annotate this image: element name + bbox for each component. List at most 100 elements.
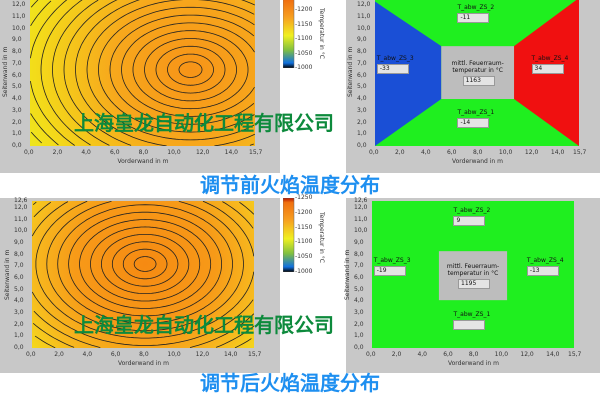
x-tick-label: 6,0 — [443, 351, 453, 358]
x-tick-label: 12,0 — [195, 351, 210, 358]
colorbar-tick: -1200 — [295, 208, 313, 216]
y-tick-label: 8,0 — [14, 250, 24, 258]
y-tick-label: 12,0 — [14, 204, 28, 211]
x-tick-label: 4,0 — [81, 149, 91, 156]
y-tick-label: 6,0 — [357, 71, 367, 79]
x-tick-label: 15,7 — [249, 149, 263, 156]
contour-line — [132, 30, 249, 110]
x-tick-label: 10,0 — [498, 149, 513, 156]
contour-line — [40, 0, 91, 146]
colorbar-tick: -1000 — [295, 268, 313, 275]
contour-line — [178, 61, 203, 78]
contour-line — [98, 6, 255, 133]
colorbar-tick: -1200 — [295, 6, 313, 14]
x-tick-label: 4,0 — [82, 351, 93, 358]
zone-value-field: -13 — [526, 266, 559, 277]
contour-line — [101, 234, 190, 294]
center-value-field: 1195 — [458, 278, 490, 289]
zone-label: T_abw_ZS_3 — [373, 257, 411, 265]
y-tick-label: 11,0 — [354, 215, 368, 223]
y-tick-label: 2,0 — [12, 118, 22, 126]
x-tick-label: 14,0 — [550, 149, 565, 156]
contour-line — [57, 204, 233, 324]
x-axis-label: Vorderwand in m — [117, 158, 169, 165]
y-tick-label: 4,0 — [12, 95, 22, 103]
zone-label: T_abw_ZS_3 — [376, 54, 414, 62]
x-axis-label: Vorderwand in m — [118, 360, 169, 367]
x-tick-label: 8,0 — [139, 351, 149, 358]
colorbar-tick: -1150 — [295, 20, 313, 28]
zone-value-field: -33 — [376, 63, 409, 74]
y-tick-label: 11,0 — [357, 12, 371, 20]
y-tick-label: 1,0 — [357, 130, 367, 138]
y-axis-label: Seitenwand in m — [4, 249, 11, 300]
y-tick-label: 12,0 — [354, 204, 368, 211]
contour-line — [68, 211, 222, 317]
y-tick-label: 9,0 — [357, 36, 367, 44]
zone-label: T_abw_ZS_2 — [457, 4, 495, 12]
y-tick-label: 7,0 — [354, 262, 364, 270]
contour-line — [111, 241, 179, 287]
x-tick-label: 2,0 — [391, 351, 402, 358]
zone-label: T_abw_ZS_4 — [526, 257, 564, 265]
x-tick-label: 0,0 — [369, 149, 379, 156]
y-tick-label: 11,0 — [14, 215, 28, 223]
x-tick-label: 8,0 — [138, 149, 149, 156]
x-tick-label: 15,7 — [568, 351, 582, 358]
contour-line — [52, 0, 110, 146]
y-tick-label: 12,0 — [357, 1, 371, 9]
x-tick-label: 0,0 — [366, 351, 376, 358]
x-tick-label: 14,0 — [546, 351, 560, 358]
contour-line — [75, 0, 255, 146]
y-tick-label: 4,0 — [354, 297, 364, 305]
y-tick-label: 1,0 — [354, 332, 364, 340]
y-tick-label: 2,0 — [14, 320, 24, 328]
x-tick-label: 6,0 — [110, 351, 121, 358]
x-tick-label: 15,7 — [573, 149, 587, 156]
y-tick-label: 6,0 — [12, 71, 22, 79]
y-tick-label: 8,0 — [354, 250, 364, 258]
y-tick-label: 5,0 — [14, 285, 24, 293]
zone-label: T_abw_ZS_1 — [453, 311, 491, 318]
y-tick-label: 4,0 — [14, 297, 24, 305]
y-tick-label: 2,0 — [357, 118, 367, 126]
y-tick-label: 10,0 — [14, 227, 28, 235]
contour-line — [144, 38, 237, 102]
center-value-field: 1163 — [462, 75, 495, 86]
after-contour-plot — [32, 201, 254, 348]
y-tick-label: 8,0 — [357, 48, 367, 56]
y-tick-label: 4,0 — [357, 95, 367, 103]
zone-label: T_abw_ZS_1 — [457, 108, 495, 116]
after-contour-colorbar — [283, 198, 295, 272]
colorbar-tick: -1250 — [295, 194, 313, 201]
x-tick-label: 15,7 — [248, 351, 262, 358]
y-tick-label: 1,0 — [12, 130, 22, 138]
contour-line — [34, 335, 252, 348]
x-tick-label: 12,0 — [520, 351, 534, 358]
title-after: 调节后火焰温度分布 — [200, 371, 380, 395]
y-tick-label: 2,0 — [354, 320, 364, 328]
y-tick-label: 11,0 — [12, 12, 26, 20]
contour-line — [46, 201, 244, 332]
y-axis-label: Seitenwand in m — [344, 249, 351, 300]
y-tick-label: 3,0 — [354, 309, 364, 316]
before-contour-colorbar — [283, 0, 295, 68]
x-tick-label: 10,0 — [167, 149, 181, 156]
y-tick-label: 7,0 — [357, 59, 367, 67]
center-label: mittl. Feuerraum-temperatur in °C — [451, 59, 504, 74]
x-tick-label: 12,0 — [195, 149, 210, 156]
x-axis-label: Vorderwand in m — [452, 158, 503, 165]
contour-line — [63, 0, 254, 146]
colorbar-tick: -1100 — [295, 238, 313, 246]
contour-line — [122, 248, 168, 280]
title-before: 调节前火焰温度分布 — [200, 173, 380, 197]
y-tick-label: 5,0 — [357, 83, 367, 91]
y-tick-label: 3,0 — [12, 106, 22, 114]
colorbar-tick: -1150 — [295, 223, 313, 231]
zone-value-field: 34 — [531, 63, 564, 74]
colorbar-tick: -1000 — [295, 64, 313, 71]
before-contour-plot — [30, 0, 255, 146]
x-tick-label: 2,0 — [394, 149, 405, 156]
y-tick-label: 9,0 — [354, 239, 364, 246]
contour-line — [30, 0, 75, 146]
